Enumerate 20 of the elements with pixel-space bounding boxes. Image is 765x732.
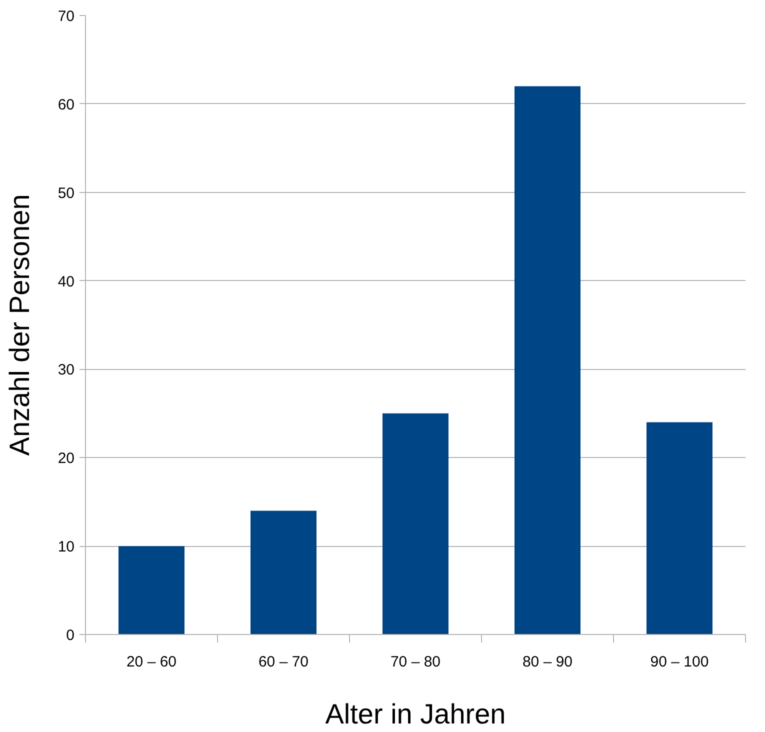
bar [382, 413, 448, 634]
x-tick-label: 90 – 100 [650, 654, 709, 670]
bar [118, 546, 184, 634]
y-tick-label: 40 [58, 273, 75, 290]
x-axis-title: Alter in Jahren [325, 698, 506, 730]
y-tick-label: 0 [66, 627, 74, 644]
y-tick-label: 30 [58, 362, 75, 379]
x-tick-label: 60 – 70 [258, 654, 309, 670]
y-tick-label: 20 [58, 450, 75, 468]
bar [250, 510, 316, 634]
bar [514, 86, 580, 634]
y-tick-label: 50 [58, 184, 75, 202]
y-tick-label: 60 [58, 96, 75, 114]
x-tick-label: 20 – 60 [126, 654, 177, 670]
y-tick-label: 10 [58, 538, 75, 556]
bar [646, 422, 712, 634]
y-axis-title: Anzahl der Personen [4, 194, 35, 456]
x-tick-label: 70 – 80 [390, 654, 441, 670]
y-tick-label: 70 [58, 8, 75, 25]
x-tick-label: 80 – 90 [522, 654, 573, 670]
